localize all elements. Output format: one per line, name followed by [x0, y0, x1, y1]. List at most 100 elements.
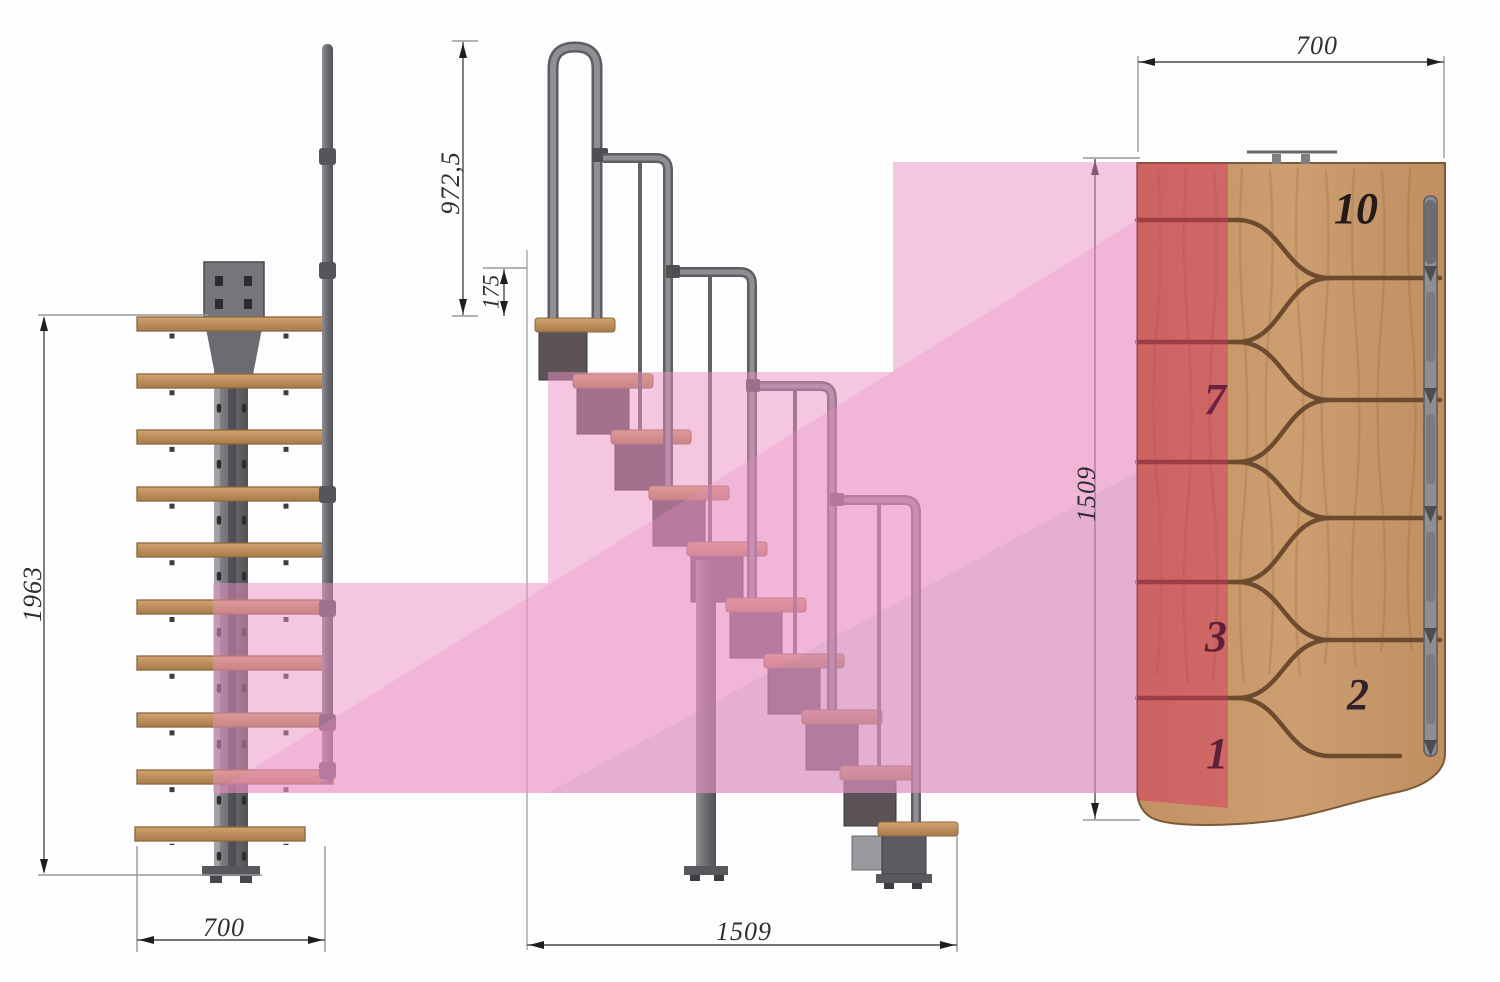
- grain-line: [1350, 167, 1361, 668]
- highlight-tall-rect: [893, 162, 1137, 372]
- highlight-mid-rect: [548, 372, 1137, 583]
- plan-wood-deck: [1136, 162, 1446, 826]
- rail-connector: [1424, 266, 1437, 282]
- step-number-3: 3: [1205, 612, 1227, 661]
- front-step: [134, 826, 306, 842]
- side-step: [851, 821, 959, 875]
- plate-hole: [215, 276, 223, 286]
- step-number-7: 7: [1204, 375, 1226, 424]
- front-step: [136, 373, 326, 389]
- divider-branch: [1234, 695, 1333, 759]
- front-step: [136, 486, 326, 502]
- dim-label-side-length: 1509: [716, 917, 772, 946]
- rail-section-hl: [678, 269, 755, 598]
- arrow-down: [1091, 803, 1099, 818]
- support-foot: [912, 883, 922, 889]
- post-joint: [319, 148, 336, 165]
- handrail-loop-inner: [550, 43, 600, 318]
- plan-balusters: [1426, 292, 1435, 724]
- divider-branch: [1234, 339, 1333, 403]
- plan-handrail-grip: [1425, 200, 1436, 264]
- dim-front-width: [136, 846, 326, 952]
- dim-label-front-width: 700: [203, 913, 245, 942]
- arrow-right: [308, 936, 323, 944]
- step-number-2: 2: [1347, 670, 1369, 719]
- step-number-10: 10: [1334, 184, 1378, 233]
- divider-branch: [1234, 275, 1333, 345]
- support-flange: [684, 866, 728, 875]
- grain-line: [1152, 169, 1163, 676]
- front-mount-plate: [203, 261, 265, 319]
- rail-connector: [1424, 628, 1437, 644]
- dim-label-front-height: 1963: [18, 566, 47, 622]
- dim-rail-offset: [483, 267, 527, 316]
- highlight-plan-strip: [1137, 163, 1228, 808]
- grain-line: [1238, 167, 1249, 684]
- highlight-shadow-wedge: [548, 472, 1137, 793]
- support-foot: [714, 875, 724, 881]
- dim-plan-width: [1137, 56, 1445, 158]
- front-base-flange: [202, 866, 260, 876]
- arrow-up: [459, 43, 467, 58]
- plan-rail-connectors: [1424, 266, 1437, 756]
- dim-label-rail-offset: 175: [478, 274, 504, 310]
- handrail-loop-outer: [547, 41, 603, 318]
- front-step: [136, 542, 326, 558]
- bracket-tab: [1272, 154, 1281, 164]
- plan-baluster: [1426, 414, 1435, 484]
- plan-view: [1134, 150, 1446, 826]
- post-joint: [319, 486, 336, 503]
- arrow-up: [500, 270, 508, 284]
- arrow-left: [529, 941, 544, 949]
- highlight-projection-wedge: [213, 220, 1137, 793]
- dim-label-rail-height: 972,5: [436, 151, 465, 215]
- dimensions: [38, 40, 1445, 952]
- rail-connector: [1424, 388, 1437, 404]
- wood-grain: [1152, 167, 1417, 684]
- grain-line: [1320, 169, 1331, 665]
- bracket-tab: [1301, 154, 1310, 164]
- arrow-up: [40, 316, 48, 331]
- step-dividers: [1134, 217, 1443, 759]
- grain-line: [1294, 167, 1305, 677]
- dim-front-height: [38, 314, 262, 876]
- divider-branch: [1234, 515, 1333, 585]
- front-step: [136, 316, 331, 332]
- grain-line: [1376, 169, 1387, 653]
- arrow-right: [1427, 58, 1442, 66]
- rail-section-hl: [603, 155, 671, 486]
- arrow-left: [139, 936, 154, 944]
- highlight-overlays: [213, 162, 1228, 808]
- rail-connector: [1424, 740, 1437, 756]
- dim-side-length: [527, 836, 958, 952]
- support-foot: [884, 883, 894, 889]
- divider-branch: [1234, 579, 1333, 643]
- divider-branch: [1234, 459, 1333, 521]
- step-module: [881, 835, 927, 875]
- plate-hole: [244, 299, 252, 309]
- arrow-left: [1140, 58, 1155, 66]
- dim-label-plan-length: 1509: [1072, 466, 1101, 522]
- step-number-1: 1: [1206, 729, 1228, 778]
- grain-line: [1208, 169, 1219, 681]
- rail-clamp: [666, 265, 680, 278]
- arrow-down: [40, 859, 48, 874]
- rail-connector: [1424, 506, 1437, 522]
- highlight-band: [213, 583, 1137, 793]
- dim-label-plan-width: 700: [1296, 31, 1338, 60]
- arrow-down: [500, 301, 508, 315]
- step-tread: [534, 317, 616, 333]
- front-base-foot: [210, 876, 222, 883]
- grain-line: [1406, 167, 1417, 652]
- side-step: [534, 317, 616, 381]
- divider-branch: [1234, 397, 1333, 465]
- plan-baluster: [1426, 532, 1435, 602]
- divider-branch: [1234, 637, 1333, 701]
- divider-branch: [1234, 217, 1333, 281]
- grain-line: [1182, 167, 1193, 684]
- front-step: [136, 429, 326, 445]
- front-base-foot: [240, 876, 252, 883]
- arrow-right: [940, 941, 955, 949]
